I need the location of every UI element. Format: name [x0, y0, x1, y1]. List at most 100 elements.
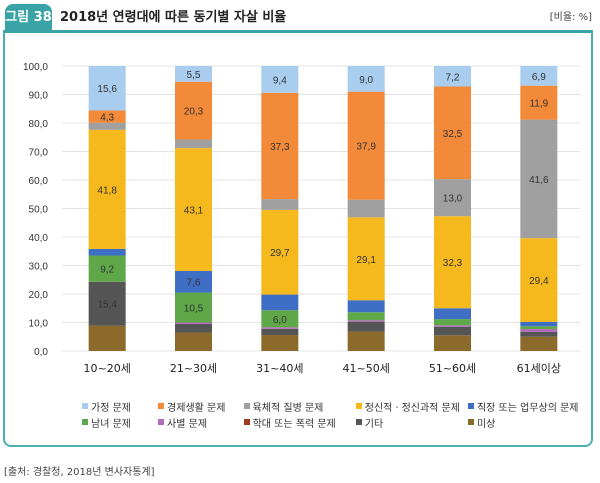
data-label: 7,6: [187, 278, 201, 289]
legend-item: 직장 또는 업무상의 문제: [467, 399, 582, 414]
chart-legend: 가정 문제 경제생활 문제 육체적 질병 문제 정신적ㆍ정신과적 문제 직장 또는 업무…: [82, 398, 582, 430]
bar-segment: [434, 86, 471, 180]
legend-swatch: [467, 419, 474, 425]
bar-segment: [261, 328, 299, 336]
bar-segment: [175, 332, 212, 351]
legend-label: 육체적 질병 문제: [252, 402, 324, 414]
legend-label: 직장 또는 업무상의 문제: [476, 402, 579, 414]
y-tick-label: 50,0: [29, 205, 49, 216]
bar-segment: [520, 238, 558, 322]
legend-swatch: [82, 419, 88, 425]
legend-swatch: [467, 403, 474, 409]
bar-segment: [175, 139, 212, 149]
bar-segment: [175, 66, 212, 82]
data-label: 9,0: [359, 75, 373, 86]
bar-segment: [520, 336, 558, 351]
data-label: 5,5: [187, 70, 201, 81]
data-label: 15,4: [97, 300, 117, 311]
unit-label: [비율: %]: [549, 12, 592, 23]
legend-item: 경제생활 문제: [158, 399, 244, 414]
stacked-bar-chart: 0,0 10,0 20,0 30,0 40,0 50,0 60,0 70,0 80,0 90,0 1…: [23, 62, 580, 375]
bar-segment: [261, 294, 299, 311]
bar-segment: [261, 66, 299, 93]
bar-segment: [88, 255, 126, 282]
chart-frame: [3, 30, 593, 447]
legend-swatch: [158, 419, 165, 425]
legend-item: 육체적 질병 문제: [243, 399, 356, 414]
data-label: 13,0: [443, 194, 463, 205]
legend-row: 남녀 문제 사별 문제 학대 또는 폭력 문제 기타 미상: [82, 414, 582, 430]
legend-item: 학대 또는 폭력 문제: [243, 415, 356, 430]
legend-item: 사별 문제: [158, 415, 244, 430]
legend-swatch: [243, 403, 250, 409]
data-label: 6,9: [532, 72, 546, 83]
bar-segment: [347, 91, 385, 200]
data-label: 11,9: [529, 99, 548, 110]
bar-segment: [434, 179, 471, 217]
bar-segment: [261, 92, 299, 200]
y-tick-label: 40,0: [29, 233, 49, 244]
x-tick-label: 31~40세: [256, 362, 303, 375]
bar-segment: [175, 148, 212, 271]
bar-segment: [520, 66, 558, 86]
legend-label: 미상: [476, 418, 496, 430]
data-label: 6,0: [273, 315, 287, 326]
bar-segment: [88, 325, 126, 351]
bar-segment: [347, 66, 385, 92]
bar-segment: [175, 270, 212, 293]
y-tick-label: 80,0: [29, 119, 49, 130]
y-tick-label: 90,0: [29, 91, 49, 102]
y-tick-label: 20,0: [29, 290, 49, 301]
bar-segment: [347, 312, 385, 321]
bar-segment: [347, 199, 385, 218]
bar-segment: [520, 326, 558, 330]
y-tick-label: 60,0: [29, 176, 49, 187]
y-tick-label: 70,0: [29, 148, 49, 159]
bar-segment: [175, 81, 212, 140]
bar-segment: [347, 331, 385, 351]
bar-segment: [520, 119, 558, 239]
legend-item: 기타: [355, 415, 468, 430]
data-label: 9,4: [273, 75, 287, 86]
legend-label: 가정 문제: [91, 402, 131, 414]
legend-label: 사별 문제: [167, 418, 208, 430]
legend-label: 경제생활 문제: [167, 402, 226, 414]
bar-segment: [520, 85, 558, 120]
legend-swatch: [355, 403, 362, 409]
bar-segment: [88, 281, 126, 326]
figure-tag: 그림 38: [5, 4, 52, 30]
data-label: 41,8: [97, 185, 117, 196]
y-tick-label: 100,0: [23, 62, 48, 73]
data-label: 41,6: [529, 175, 549, 186]
bar-segment: [347, 320, 385, 322]
bar-segment: [520, 321, 558, 327]
legend-item: 미상: [467, 415, 582, 430]
legend-item: 정신적ㆍ정신과적 문제: [355, 399, 468, 414]
data-label: 29,7: [270, 248, 290, 259]
bar-segment: [434, 66, 471, 87]
bar-segment: [261, 209, 299, 295]
bar-segment: [88, 248, 126, 256]
legend-swatch: [82, 403, 88, 409]
bar-segment: [520, 329, 558, 332]
data-label: 37,9: [356, 142, 376, 153]
bar-segment: [434, 325, 471, 327]
data-label: 32,5: [443, 129, 463, 140]
legend-swatch: [355, 419, 362, 425]
bar-segment: [261, 310, 299, 328]
legend-swatch: [243, 419, 250, 425]
bar-segment: [434, 335, 471, 351]
data-label: 37,3: [270, 142, 290, 153]
data-label: 9,2: [100, 265, 114, 276]
bar-segment: [434, 319, 471, 326]
x-tick-label: 21~30세: [170, 362, 217, 375]
data-label: 32,3: [443, 258, 463, 269]
data-label: 7,2: [446, 72, 460, 83]
legend-label: 기타: [364, 418, 384, 430]
legend-item: 남녀 문제: [82, 415, 158, 430]
bar-segment: [88, 110, 126, 123]
bar-segment: [261, 335, 299, 351]
x-tick-label: 61세이상: [517, 362, 561, 375]
bar-segment: [88, 122, 126, 130]
bar-segment: [434, 308, 471, 320]
